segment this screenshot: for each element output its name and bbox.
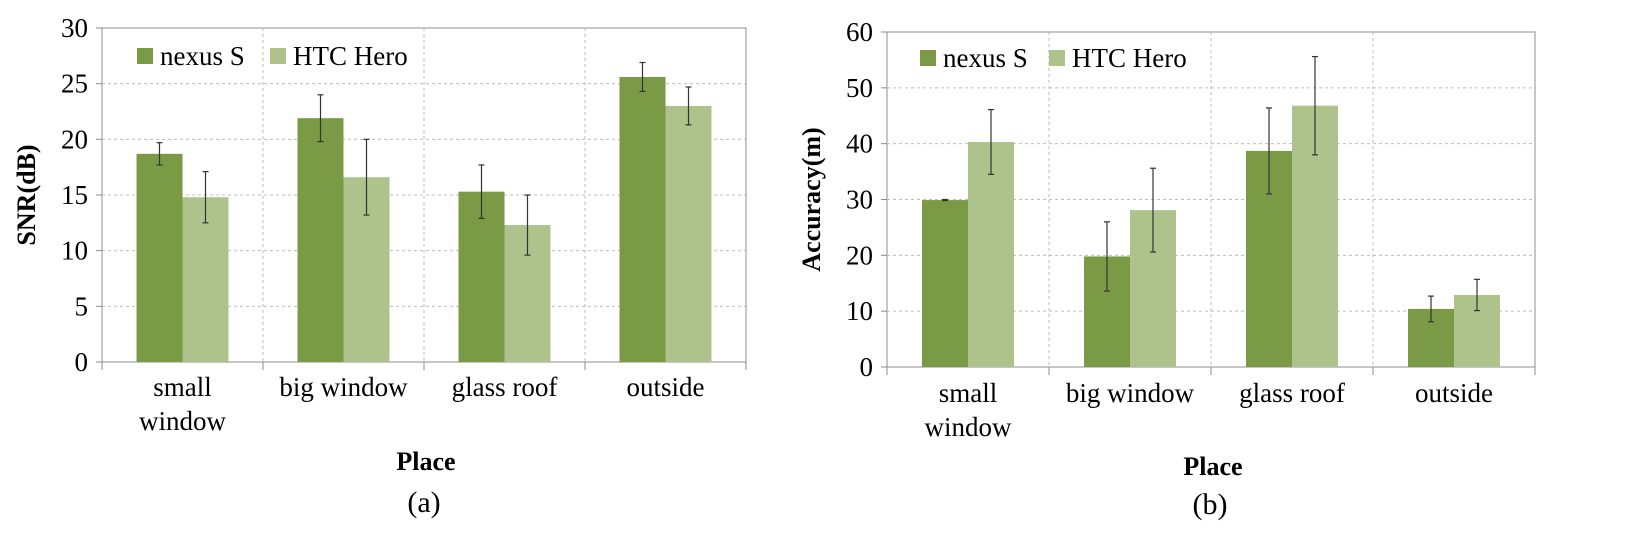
x-category-label: outside [627, 372, 705, 402]
x-category-label: window [139, 406, 227, 436]
y-tick-label: 0 [860, 352, 874, 382]
x-category-label: big window [279, 372, 408, 402]
bar-nexus-s [297, 118, 344, 363]
y-axis-title: SNR(dB) [12, 144, 41, 245]
x-category-label: glass roof [452, 372, 558, 402]
legend-swatch-nexus-s [137, 48, 153, 64]
x-category-label: window [925, 412, 1013, 442]
x-category-label: glass roof [1239, 378, 1345, 408]
legend-swatch-htc-hero [270, 48, 286, 64]
error-bar [202, 171, 209, 224]
bar-htc-hero [182, 197, 229, 362]
y-tick-label: 15 [61, 180, 88, 210]
error-bar [1474, 278, 1480, 312]
error-bar [1312, 55, 1318, 156]
error-bar [685, 86, 692, 126]
error-bar [1266, 107, 1272, 195]
error-bar [524, 194, 531, 256]
error-bar [942, 198, 948, 202]
bar-nexus-s [922, 200, 968, 367]
figure-caption: (b) [1193, 488, 1228, 521]
x-category-label: big window [1066, 378, 1195, 408]
legend-swatch-nexus-s [920, 50, 936, 66]
y-axis-title: Accuracy(m) [797, 127, 826, 271]
bar-nexus-s [458, 191, 505, 362]
x-category-label: small [153, 372, 212, 402]
legend-label-htc-hero: HTC Hero [293, 41, 408, 71]
y-tick-label: 25 [61, 69, 88, 99]
error-bar [988, 109, 994, 175]
bar-nexus-s [619, 76, 666, 362]
error-bar [1428, 295, 1434, 323]
chart-accuracy: 0 10 20 30 40 50 60 small window big window glass … [797, 17, 1536, 521]
legend-label-nexus-s: nexus S [160, 41, 245, 71]
bar-htc-hero [665, 105, 712, 362]
error-bar [156, 142, 163, 166]
error-bar [478, 164, 485, 219]
y-tick-label: 0 [75, 347, 89, 377]
y-tick-label: 60 [846, 17, 873, 47]
x-axis-title: Place [396, 447, 455, 476]
y-tick-label: 30 [846, 185, 873, 215]
figure-caption: (a) [407, 486, 440, 519]
error-bar [363, 138, 370, 216]
y-tick-label: 5 [75, 291, 89, 321]
y-tick-label: 50 [846, 73, 873, 103]
chart-snr: 0 5 10 15 20 25 30 small window big window glass r… [12, 13, 747, 519]
y-tick-label: 10 [846, 296, 873, 326]
y-tick-label: 20 [846, 240, 873, 270]
x-axis-title: Place [1183, 452, 1242, 481]
y-tick-label: 30 [61, 13, 88, 43]
y-tick-label: 10 [61, 236, 88, 266]
legend-swatch-htc-hero [1049, 50, 1065, 66]
error-bar [317, 94, 324, 143]
bar-nexus-s [136, 153, 183, 362]
error-bar [1104, 221, 1110, 292]
y-tick-label: 40 [846, 129, 873, 159]
error-bar [639, 61, 646, 93]
legend-label-nexus-s: nexus S [943, 43, 1028, 73]
x-category-label: small [939, 378, 998, 408]
y-tick-label: 20 [61, 124, 88, 154]
bar-htc-hero [968, 141, 1014, 367]
legend-label-htc-hero: HTC Hero [1072, 43, 1187, 73]
x-category-label: outside [1415, 378, 1493, 408]
error-bar [1150, 167, 1156, 253]
